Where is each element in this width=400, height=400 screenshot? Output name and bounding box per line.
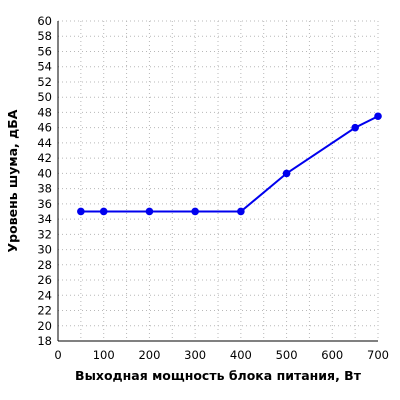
x-tick-label: 300 [184,348,206,362]
x-tick-label: 0 [54,348,61,362]
data-point [99,207,108,216]
y-tick-label: 36 [37,197,52,211]
data-point [282,169,291,178]
y-axis-title: Уровень шума, дБА [5,109,20,252]
y-tick-label: 52 [37,75,52,89]
y-tick-label: 30 [37,243,52,257]
y-tick-label: 46 [37,121,52,135]
y-tick-label: 20 [37,319,52,333]
grid [58,20,379,341]
y-tick-label: 54 [37,60,52,74]
y-tick-label: 28 [37,258,52,272]
axes [57,21,378,342]
x-axis-title: Выходная мощность блока питания, Вт [75,368,362,383]
y-tick-label: 50 [37,90,52,104]
data-point [191,207,199,216]
x-tick-labels: 0 100 200 300 400 500 600 700 [54,348,389,362]
y-tick-label: 34 [37,212,52,226]
y-tick-label: 44 [37,136,52,150]
y-tick-label: 56 [37,44,52,58]
series-line [80,115,379,213]
y-tick-label: 42 [37,151,52,165]
x-tick-label: 500 [276,348,298,362]
y-tick-label: 40 [37,166,52,180]
data-point [77,207,85,216]
x-tick-label: 200 [138,348,160,362]
data-point [145,207,154,216]
series-layer [77,112,382,216]
x-tick-label: 100 [93,348,115,362]
data-point [374,112,382,121]
x-tick-label: 600 [321,348,343,362]
y-tick-label: 18 [37,334,52,348]
data-point [237,207,245,216]
y-tick-label: 48 [37,105,52,119]
x-tick-label: 400 [230,348,252,362]
y-tick-label: 22 [37,304,52,318]
data-point [351,123,359,132]
y-tick-label: 58 [37,29,52,43]
y-tick-label: 32 [37,227,52,241]
y-tick-label: 38 [37,182,52,196]
y-tick-label: 26 [37,273,52,287]
y-tick-label: 60 [37,14,52,28]
x-tick-label: 700 [367,348,389,362]
y-tick-label: 24 [37,288,52,302]
